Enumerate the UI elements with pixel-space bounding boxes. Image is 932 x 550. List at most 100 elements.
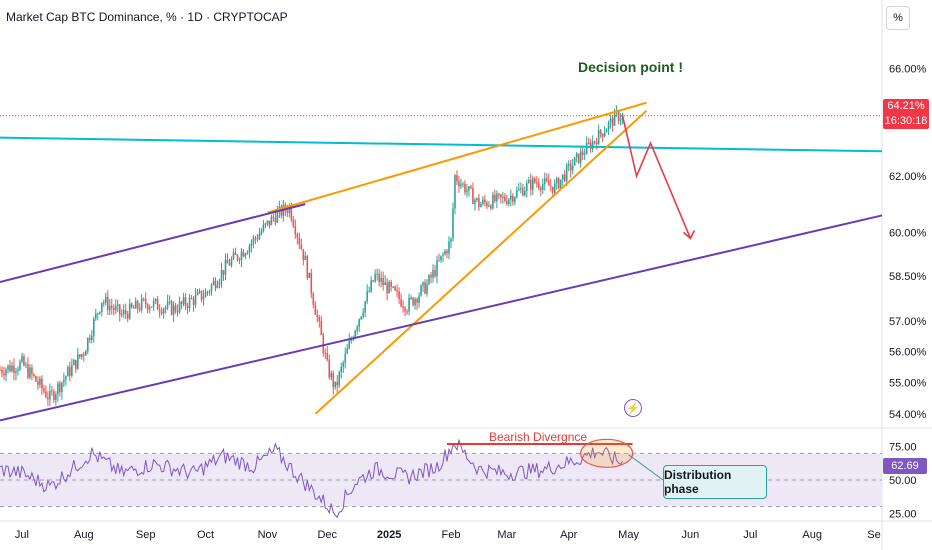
time-tick-label: Dec bbox=[317, 529, 337, 541]
candle-body bbox=[543, 178, 546, 185]
candle-body bbox=[132, 307, 135, 309]
candle-body bbox=[410, 297, 412, 299]
candle-body bbox=[474, 199, 476, 204]
candle-body bbox=[358, 319, 360, 327]
candle-body bbox=[535, 182, 538, 184]
candle-body bbox=[464, 183, 466, 193]
candle-body bbox=[402, 306, 404, 308]
candle-body bbox=[148, 307, 151, 310]
candle-body bbox=[11, 365, 13, 372]
candle-body bbox=[340, 366, 343, 373]
candle-body bbox=[37, 381, 39, 385]
trendline-descending-resistance bbox=[0, 136, 883, 153]
candle-body bbox=[242, 251, 245, 257]
candle-body bbox=[500, 194, 502, 198]
candle-body bbox=[545, 178, 548, 181]
candle-body bbox=[609, 118, 612, 123]
candle-body bbox=[114, 306, 117, 311]
lightning-icon[interactable]: ⚡ bbox=[624, 399, 642, 417]
bearish-divergence-label: Bearish Divergnce bbox=[489, 430, 588, 444]
candle-body bbox=[39, 378, 41, 385]
candle-body bbox=[460, 184, 462, 187]
candle-body bbox=[25, 364, 27, 366]
candle-body bbox=[328, 359, 331, 378]
unit-button[interactable]: % bbox=[886, 6, 910, 30]
candle-body bbox=[553, 183, 556, 193]
candle-body bbox=[561, 174, 564, 180]
candle-body bbox=[160, 311, 163, 314]
candle-body bbox=[298, 237, 301, 245]
candle-body bbox=[128, 303, 131, 319]
candle-body bbox=[422, 282, 424, 286]
chart-title: Market Cap BTC Dominance, % · 1D · CRYPT… bbox=[6, 10, 288, 24]
candle-body bbox=[116, 304, 119, 307]
candle-body bbox=[290, 205, 293, 220]
price-tick-label: 60.00% bbox=[889, 228, 927, 240]
candle-body bbox=[392, 286, 394, 288]
candle-body bbox=[276, 211, 279, 223]
candle-body bbox=[394, 286, 396, 291]
candle-body bbox=[190, 297, 193, 299]
candle-body bbox=[274, 217, 277, 223]
candle-body bbox=[252, 237, 255, 244]
candle-body bbox=[53, 391, 55, 401]
candle-body bbox=[356, 326, 358, 331]
candle-body bbox=[182, 297, 185, 304]
candle-body bbox=[595, 141, 598, 145]
candle-body bbox=[454, 175, 456, 209]
projection-arrow bbox=[621, 115, 692, 239]
candle-body bbox=[262, 224, 265, 232]
time-tick-label: Oct bbox=[197, 529, 214, 541]
candle-body bbox=[603, 132, 606, 137]
candle-body bbox=[442, 254, 444, 256]
candle-body bbox=[312, 293, 315, 305]
candle-body bbox=[270, 216, 273, 226]
price-tick-label: 54.00% bbox=[889, 409, 927, 421]
candle-body bbox=[23, 356, 25, 366]
candle-body bbox=[100, 302, 103, 312]
candle-body bbox=[51, 390, 53, 392]
candle-body bbox=[613, 111, 616, 126]
candle-body bbox=[557, 178, 560, 189]
candle-body bbox=[559, 179, 562, 189]
price-tick-label: 55.00% bbox=[889, 377, 927, 389]
candle-body bbox=[65, 376, 67, 380]
candle-body bbox=[342, 362, 345, 367]
candle-body bbox=[404, 307, 406, 312]
candle-body bbox=[414, 299, 416, 306]
candle-body bbox=[426, 283, 428, 294]
candle-body bbox=[583, 154, 586, 156]
candle-body bbox=[73, 359, 75, 366]
candle-body bbox=[230, 259, 233, 266]
candle-body bbox=[490, 205, 492, 209]
candle-body bbox=[35, 376, 37, 382]
rsi-tick-label: 25.00 bbox=[889, 508, 917, 520]
last-price-tag: 64.21% 16:30:18 bbox=[883, 99, 929, 129]
time-tick-label: Aug bbox=[802, 529, 822, 541]
candle-body bbox=[244, 253, 247, 257]
candle-body bbox=[106, 296, 109, 311]
candle-body bbox=[452, 208, 454, 239]
candle-body bbox=[350, 339, 353, 341]
candle-body bbox=[436, 260, 438, 277]
candle-body bbox=[362, 312, 364, 317]
projection-arrow-head bbox=[682, 229, 696, 240]
candle-body bbox=[571, 165, 574, 171]
candle-body bbox=[63, 379, 65, 383]
candle-body bbox=[130, 303, 133, 308]
candle-body bbox=[260, 231, 263, 234]
candle-body bbox=[272, 216, 275, 218]
candle-body bbox=[77, 354, 79, 369]
candle-body bbox=[194, 294, 197, 305]
candle-body bbox=[597, 129, 600, 145]
candle-body bbox=[59, 383, 61, 392]
candle-body bbox=[29, 367, 31, 378]
candle-body bbox=[212, 280, 215, 285]
candle-body bbox=[492, 194, 494, 209]
candle-body bbox=[434, 270, 436, 277]
candle-body bbox=[184, 297, 187, 306]
candle-body bbox=[478, 198, 480, 208]
bar-countdown: 16:30:18 bbox=[884, 115, 928, 127]
candle-body bbox=[432, 270, 434, 278]
candle-body bbox=[605, 129, 608, 133]
